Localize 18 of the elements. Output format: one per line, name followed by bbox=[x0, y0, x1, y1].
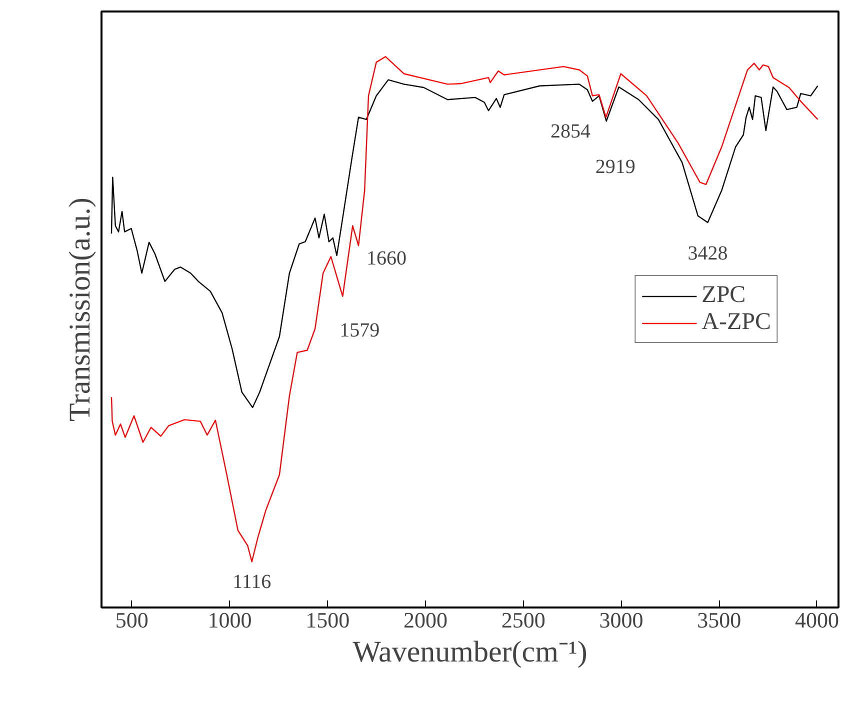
annotation: 1579 bbox=[340, 319, 380, 342]
annotation: 3428 bbox=[688, 242, 728, 264]
legend-label: A-ZPC bbox=[702, 309, 771, 336]
x-tick-label: 2000 bbox=[403, 608, 448, 632]
annotation: 1116 bbox=[232, 570, 272, 593]
x-tick-label: 1000 bbox=[208, 608, 252, 632]
annotation: 1660 bbox=[366, 248, 407, 270]
x-tick-label: 2500 bbox=[501, 608, 546, 632]
legend-label: ZPC bbox=[702, 282, 746, 309]
x-tick-label: 3500 bbox=[697, 608, 742, 632]
x-tick-label: 500 bbox=[115, 608, 148, 632]
annotation: 2919 bbox=[595, 156, 636, 178]
y-axis-title: Transmission(a.u.) bbox=[64, 198, 96, 422]
x-tick-label: 3000 bbox=[599, 608, 644, 632]
x-axis-title: Wavenumber(cm⁻¹) bbox=[352, 636, 588, 668]
x-tick-label: 4000 bbox=[794, 608, 839, 632]
x-tick-label: 1500 bbox=[306, 608, 350, 632]
annotation: 2854 bbox=[550, 120, 590, 142]
